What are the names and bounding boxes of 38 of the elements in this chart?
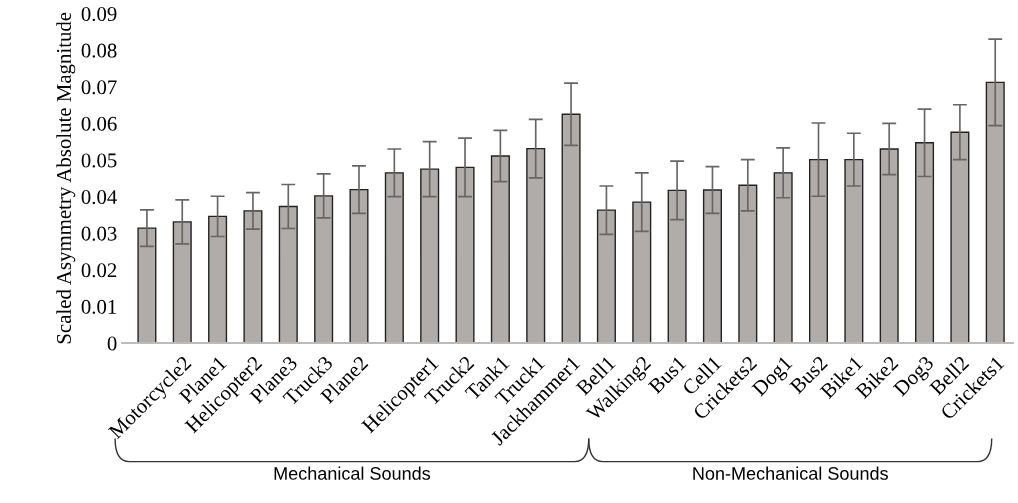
bar: [243, 210, 263, 344]
bar: [137, 227, 157, 344]
bar: [596, 209, 616, 344]
y-tick-label: 0.02: [81, 263, 117, 278]
bar: [773, 172, 793, 344]
bar: [208, 215, 228, 344]
y-tick-label: 0.09: [81, 6, 117, 22]
bar: [808, 158, 829, 344]
bar: [632, 201, 652, 344]
bar: [172, 221, 192, 344]
bar: [526, 147, 546, 344]
y-axis-title: Scaled Asymmetry Absolute Magnitude: [56, 12, 76, 344]
bar: [702, 189, 722, 344]
text: Mechanical Sounds: [274, 466, 431, 480]
y-tick-label: 0.06: [81, 116, 117, 131]
bar: [314, 195, 334, 344]
bar: [738, 184, 758, 344]
bar: [278, 205, 298, 344]
y-tick-label: 0.05: [81, 153, 117, 168]
bar: [420, 168, 440, 344]
y-tick-label: 0: [107, 336, 117, 351]
y-tick-label: 0.04: [81, 189, 117, 205]
bar: [349, 188, 369, 344]
y-tick-label: 0.01: [81, 299, 117, 314]
bar: [384, 172, 404, 344]
bar: [844, 158, 864, 344]
bar: [985, 81, 1005, 344]
y-tick-label: 0.07: [81, 80, 117, 95]
bar: [561, 113, 581, 344]
y-tick-label: 0.08: [81, 43, 117, 58]
bar: [667, 189, 687, 344]
bar: [950, 131, 970, 344]
bar: [879, 148, 899, 344]
text: Non-Mechanical Sounds: [693, 466, 888, 480]
bar: [490, 155, 510, 344]
bar: [455, 166, 475, 344]
y-tick-label: 0.03: [81, 226, 117, 241]
bar: [915, 142, 935, 344]
